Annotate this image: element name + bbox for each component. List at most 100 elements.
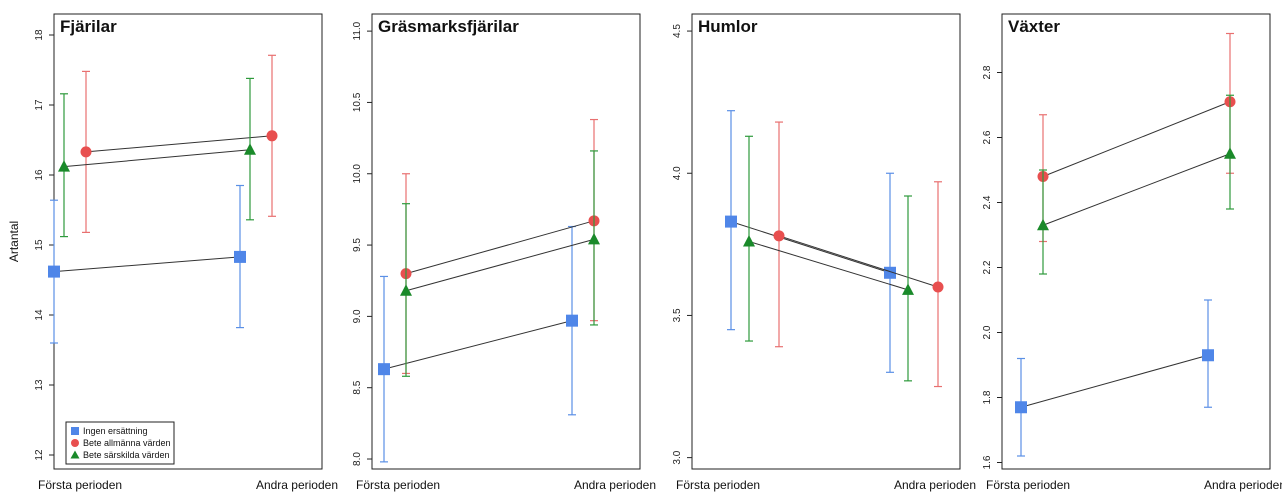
series-bete-sarskilda-varden (743, 135, 914, 382)
y-tick-label: 16 (34, 169, 45, 181)
y-tick-label: 2.2 (982, 260, 993, 274)
y-tick-label: 2.6 (982, 130, 993, 144)
y-tick-label: 1.6 (982, 455, 993, 469)
series-line (405, 220, 595, 275)
y-tick-label: 2.4 (982, 195, 993, 209)
y-tick-label: 2.8 (982, 65, 993, 79)
series-line (1042, 101, 1231, 177)
data-point (234, 250, 246, 263)
data-point (588, 232, 600, 245)
series-ingen-ersattning (1015, 299, 1214, 457)
series-line (1042, 153, 1231, 226)
y-tick-label: 12 (34, 449, 45, 461)
x-category-label: Första perioden (38, 478, 122, 492)
y-tick-label: 3.0 (672, 450, 683, 464)
y-tick-label: 10.0 (352, 164, 363, 184)
legend-label: Ingen ersättning (83, 426, 148, 436)
series-bete-sarskilda-varden (400, 150, 600, 377)
panel-title: Humlor (698, 17, 758, 36)
data-point (1015, 401, 1027, 414)
panel-title: Fjärilar (60, 17, 117, 36)
y-axis-label: Artantal (7, 221, 21, 262)
legend-box (65, 421, 175, 465)
data-point (1037, 218, 1049, 231)
legend-marker (70, 450, 80, 459)
plot-frame (53, 13, 323, 470)
data-point (244, 143, 256, 155)
x-category-label: Första perioden (676, 478, 760, 492)
panel-grasmarksfjarilar: Gräsmarksfjärilar 8.0 8.5 9.0 9.5 10.0 10.5 11.… (352, 13, 656, 492)
series-ingen-ersattning (48, 184, 246, 344)
y-tick-label: 2.0 (982, 325, 993, 339)
y-tick-label: 10.5 (352, 92, 363, 112)
y-tick-label: 3.5 (672, 308, 683, 322)
y-tick-label: 8.0 (352, 452, 363, 466)
panel-humlor: Humlor 3.0 3.5 4.0 4.5 Första perioden Andra p… (672, 13, 976, 492)
series-line (85, 135, 273, 153)
panel-title: Gräsmarksfjärilar (378, 17, 519, 36)
y-tick-label: 18 (34, 29, 45, 41)
data-point (743, 235, 755, 247)
y-tick-label: 8.5 (352, 380, 363, 394)
series-ingen-ersattning (378, 225, 578, 463)
data-point (884, 266, 896, 279)
data-point (48, 265, 60, 278)
series-bete-sarskilda-varden (58, 77, 256, 238)
series-line (405, 238, 595, 292)
y-tick-label: 9.0 (352, 309, 363, 323)
x-category-label: Andra perioden (1204, 478, 1282, 492)
series-bete-sarskilda-varden (1037, 94, 1236, 275)
y-tick-label: 13 (34, 379, 45, 391)
panel-title: Växter (1008, 17, 1060, 36)
y-tick-label: 4.5 (672, 24, 683, 38)
series-ingen-ersattning (725, 110, 896, 373)
data-point (1224, 147, 1236, 159)
legend-item-bete-allmanna-varden: Bete allmänna värden (71, 438, 171, 448)
panel-vaxter: Växter 1.6 1.8 2.0 2.2 2.4 2.6 2.8 Första period… (982, 13, 1282, 492)
legend: Ingen ersättning Bete allmänna värden Bete… (65, 421, 175, 465)
panels: Fjärilar 12 13 14 15 16 17 18 Artantal Första per… (7, 13, 1282, 492)
legend-marker (71, 427, 79, 435)
y-tick-label: 4.0 (672, 166, 683, 180)
series-line (730, 221, 891, 274)
plot-frame (691, 13, 961, 470)
series-line (748, 241, 909, 291)
legend-marker (71, 439, 79, 447)
panel-fjarilar: Fjärilar 12 13 14 15 16 17 18 Artantal Första per… (7, 13, 338, 492)
y-tick-label: 1.8 (982, 390, 993, 404)
series-line (383, 320, 573, 370)
data-point (902, 283, 914, 295)
y-tick-label: 11.0 (352, 21, 363, 40)
legend-label: Bete allmänna värden (83, 438, 171, 448)
legend-label: Bete särskilda värden (83, 450, 170, 460)
y-tick-label: 14 (34, 309, 45, 321)
x-category-label: Andra perioden (256, 478, 338, 492)
data-point (400, 284, 412, 296)
x-category-label: Första perioden (986, 478, 1070, 492)
series-line (778, 235, 939, 288)
data-point (725, 215, 737, 228)
y-tick-label: 17 (34, 99, 45, 111)
plot-frame (1001, 13, 1271, 470)
data-point (932, 281, 944, 293)
series-line (1020, 354, 1209, 408)
series-bete-allmanna-varden (80, 54, 278, 233)
data-point (378, 363, 390, 376)
data-point (266, 130, 278, 142)
plot-frame (371, 13, 641, 470)
x-category-label: Första perioden (356, 478, 440, 492)
series-bete-allmanna-varden (773, 121, 944, 388)
legend-item-bete-sarskilda-varden: Bete särskilda värden (70, 450, 170, 460)
series-line (63, 149, 251, 168)
x-category-label: Andra perioden (574, 478, 656, 492)
data-point (80, 146, 92, 158)
y-tick-label: 15 (34, 239, 45, 251)
data-point (58, 160, 70, 172)
legend-item-ingen-ersattning: Ingen ersättning (71, 426, 148, 436)
y-tick-label: 9.5 (352, 238, 363, 252)
data-point (566, 314, 578, 327)
x-category-label: Andra perioden (894, 478, 976, 492)
data-point (773, 230, 785, 242)
series-line (53, 256, 241, 273)
